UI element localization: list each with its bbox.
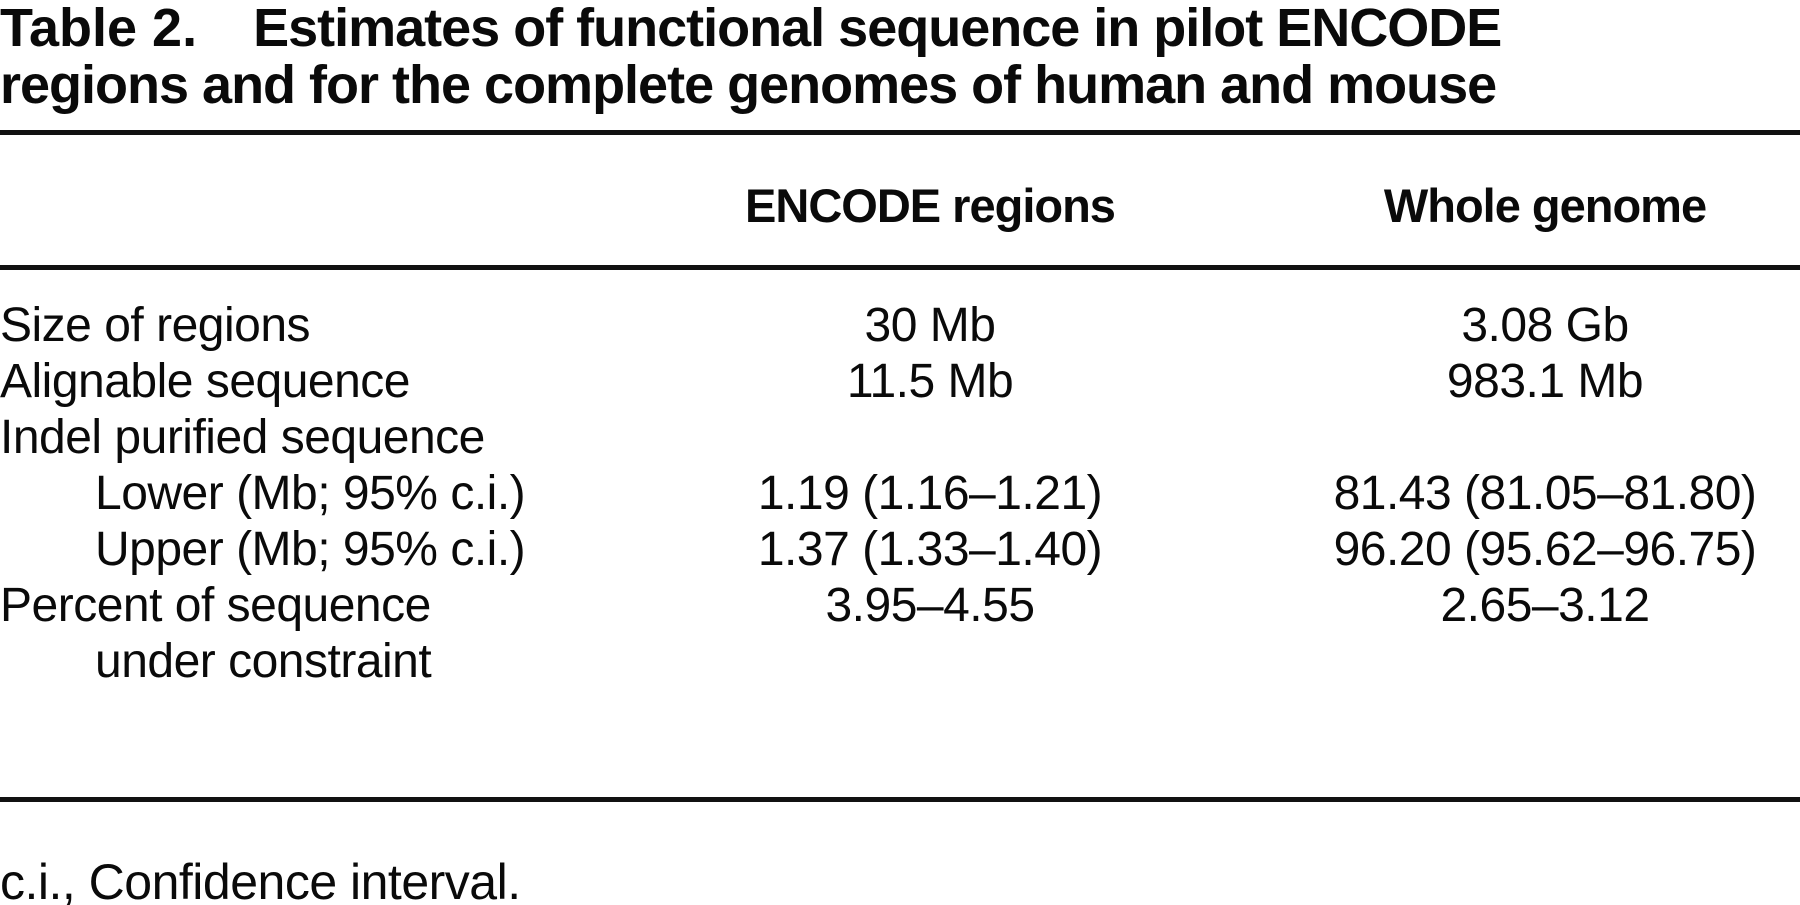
table-caption-line1: Estimates of functional sequence in pilo… [253, 0, 1502, 58]
table-footnote: c.i., Confidence interval. [0, 854, 521, 905]
cell-under-constraint-genome [1290, 634, 1800, 690]
cell-upper-genome: 96.20 (95.62–96.75) [1333, 523, 1757, 576]
table-caption-line2: regions and for the complete genomes of … [0, 55, 1497, 115]
column-header-encode-regions: ENCODE regions [745, 179, 1116, 232]
row-label-upper-ci: Upper (Mb; 95% c.i.) [95, 523, 526, 576]
table-body: Size of regions 30 Mb 3.08 Gb Alignable … [0, 270, 1800, 690]
cell-size-encode: 30 Mb [864, 299, 996, 352]
table-title-line1: Table 2. Estimates of functional sequence… [0, 0, 1800, 57]
header-spacer [0, 181, 570, 231]
rule-under-title [0, 130, 1800, 135]
row-label-indel-purified-sequence: Indel purified sequence [0, 411, 485, 464]
cell-upper-encode: 1.37 (1.33–1.40) [757, 523, 1103, 576]
cell-under-constraint-encode [570, 634, 1290, 690]
cell-percent-genome: 2.65–3.12 [1440, 579, 1650, 632]
column-header-whole-genome: Whole genome [1383, 179, 1707, 232]
cell-indel-encode [570, 410, 1290, 466]
cell-lower-encode: 1.19 (1.16–1.21) [757, 467, 1103, 520]
cell-percent-encode: 3.95–4.55 [825, 579, 1035, 632]
row-label-under-constraint: under constraint [95, 635, 432, 688]
table-header-row: ENCODE regions Whole genome [0, 135, 1800, 265]
cell-alignable-genome: 983.1 Mb [1446, 355, 1644, 408]
row-label-percent-of-sequence: Percent of sequence [0, 579, 431, 632]
row-label-lower-ci: Lower (Mb; 95% c.i.) [95, 467, 526, 520]
cell-indel-genome [1290, 410, 1800, 466]
rule-under-headers [0, 265, 1800, 270]
row-label-size-of-regions: Size of regions [0, 299, 311, 352]
rule-bottom [0, 797, 1800, 802]
table-number: Table 2. [0, 0, 198, 58]
cell-alignable-encode: 11.5 Mb [846, 355, 1014, 408]
table-title: Table 2. Estimates of functional sequence… [0, 0, 1800, 114]
cell-size-genome: 3.08 Gb [1461, 299, 1629, 352]
row-label-alignable-sequence: Alignable sequence [0, 355, 411, 408]
cell-lower-genome: 81.43 (81.05–81.80) [1333, 467, 1757, 520]
